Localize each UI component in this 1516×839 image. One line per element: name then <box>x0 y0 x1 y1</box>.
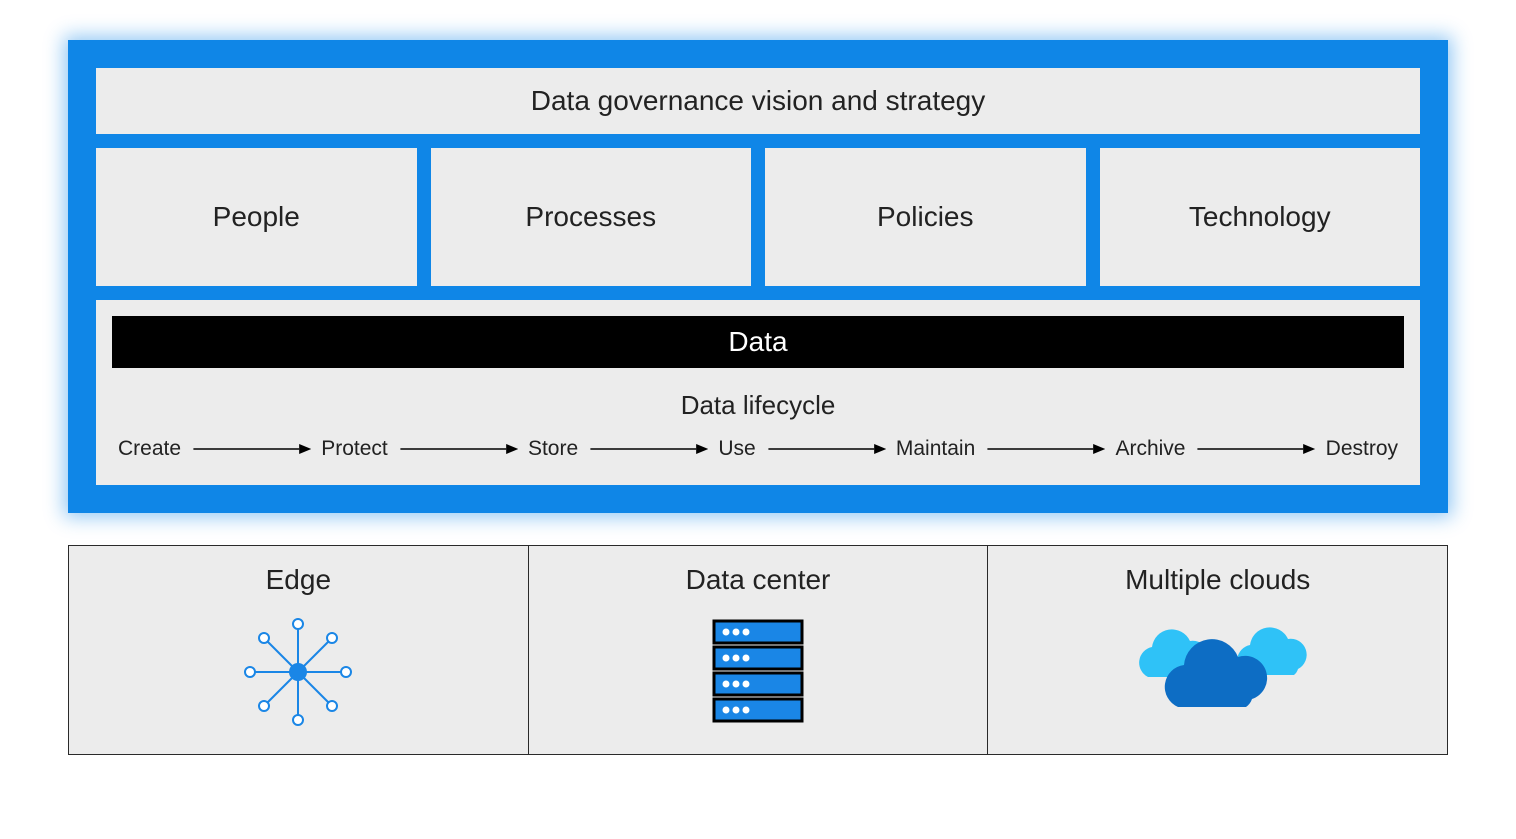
data-section: Data Data lifecycle Create Protect Store Us… <box>96 300 1420 485</box>
data-bar: Data <box>112 316 1404 368</box>
env-multiple-clouds: Multiple clouds <box>988 546 1447 754</box>
env-edge: Edge <box>69 546 529 754</box>
pillar-policies: Policies <box>765 148 1086 286</box>
lifecycle-step: Protect <box>321 437 388 461</box>
governance-frame: Data governance vision and strategy Peop… <box>68 40 1448 513</box>
edge-network-icon <box>238 612 358 732</box>
pillar-label: People <box>213 201 300 233</box>
lifecycle-step: Use <box>718 437 755 461</box>
pillar-row: People Processes Policies Technology <box>96 148 1420 286</box>
vision-label: Data governance vision and strategy <box>531 85 986 117</box>
env-label: Edge <box>266 564 331 596</box>
lifecycle-step: Destroy <box>1326 437 1398 461</box>
pillar-label: Technology <box>1189 201 1331 233</box>
vision-row: Data governance vision and strategy <box>96 68 1420 134</box>
pillar-label: Policies <box>877 201 973 233</box>
data-bar-label: Data <box>728 326 787 357</box>
pillar-technology: Technology <box>1100 148 1421 286</box>
pillar-people: People <box>96 148 417 286</box>
arrow-right-icon <box>756 442 896 456</box>
arrow-right-icon <box>578 442 718 456</box>
multi-cloud-icon <box>1118 612 1318 732</box>
arrow-right-icon <box>388 442 528 456</box>
lifecycle-step: Create <box>118 437 181 461</box>
env-label: Data center <box>686 564 831 596</box>
arrow-right-icon <box>975 442 1115 456</box>
pillar-processes: Processes <box>431 148 752 286</box>
diagram-root: Data governance vision and strategy Peop… <box>68 40 1448 755</box>
pillar-label: Processes <box>525 201 656 233</box>
lifecycle-title: Data lifecycle <box>112 390 1404 421</box>
arrow-right-icon <box>181 442 321 456</box>
lifecycle-row: Create Protect Store Use Maintain Archive Dest… <box>112 437 1404 461</box>
env-data-center: Data center <box>529 546 989 754</box>
vision-tile: Data governance vision and strategy <box>96 68 1420 134</box>
arrow-right-icon <box>1185 442 1325 456</box>
lifecycle-step: Archive <box>1115 437 1185 461</box>
env-label: Multiple clouds <box>1125 564 1310 596</box>
environments-row: Edge <box>68 545 1448 755</box>
server-rack-icon <box>710 612 806 732</box>
lifecycle-step: Maintain <box>896 437 975 461</box>
lifecycle-step: Store <box>528 437 578 461</box>
